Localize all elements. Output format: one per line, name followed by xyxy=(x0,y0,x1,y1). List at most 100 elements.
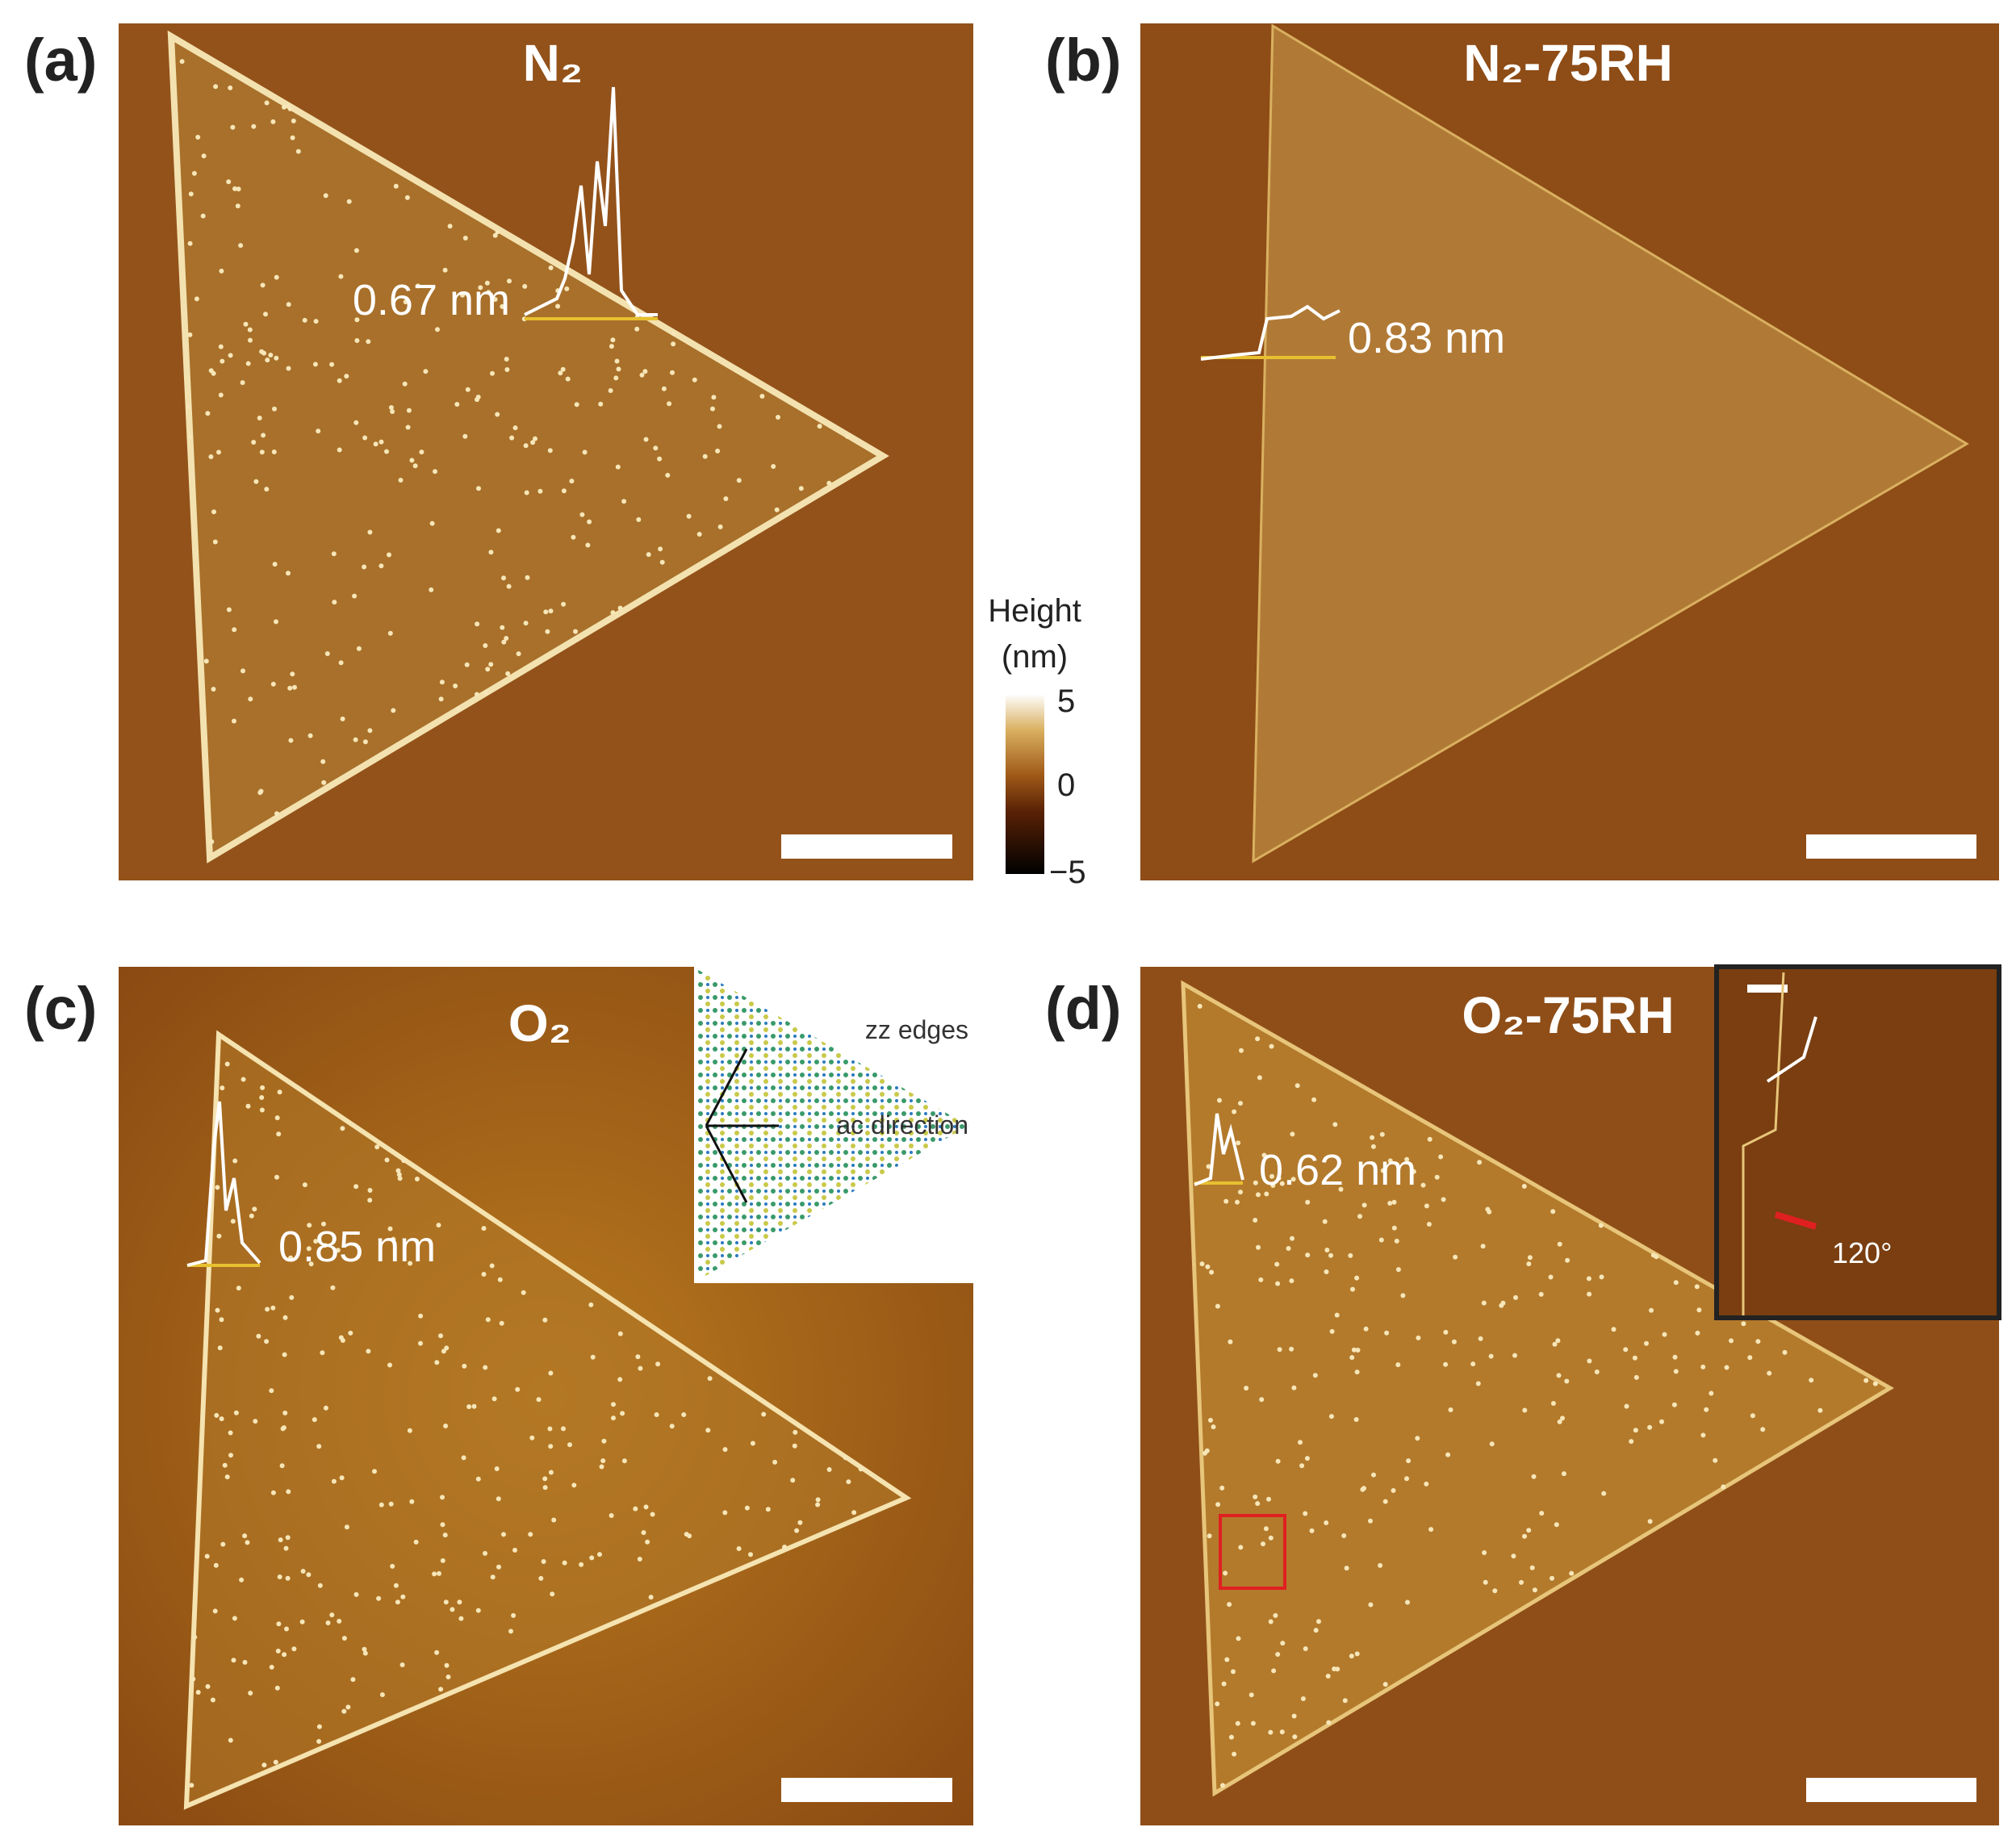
flake xyxy=(1252,23,1969,863)
particle xyxy=(722,1510,728,1516)
particle xyxy=(228,353,233,358)
particle xyxy=(1300,1696,1306,1701)
particle xyxy=(282,1652,287,1658)
flake xyxy=(183,1030,912,1810)
particle xyxy=(475,397,479,403)
particle xyxy=(1755,1339,1761,1344)
particle xyxy=(571,534,576,540)
particle xyxy=(1550,1401,1556,1406)
particle xyxy=(1526,1528,1532,1533)
particle xyxy=(1633,1428,1638,1433)
particle xyxy=(1624,1403,1629,1409)
particle xyxy=(233,1410,239,1415)
particle xyxy=(1565,1257,1571,1263)
particle xyxy=(601,1438,607,1444)
particle xyxy=(639,372,645,378)
particle xyxy=(1313,1628,1319,1633)
particle xyxy=(445,1675,451,1679)
particle xyxy=(1263,1526,1269,1532)
particle xyxy=(614,358,620,364)
particle xyxy=(1598,1223,1604,1228)
particle xyxy=(1271,1668,1277,1674)
particle xyxy=(331,1478,337,1484)
particle xyxy=(1199,1261,1205,1267)
particle xyxy=(1532,1587,1537,1593)
particle xyxy=(248,696,253,702)
particle xyxy=(1659,1419,1664,1424)
particle xyxy=(447,224,453,229)
particle xyxy=(1415,1436,1420,1441)
particle xyxy=(418,1340,423,1346)
particle xyxy=(538,1575,544,1581)
particle xyxy=(774,507,780,512)
particle xyxy=(748,1552,753,1558)
particle xyxy=(564,286,570,291)
particle xyxy=(1557,1419,1562,1424)
particle xyxy=(1644,1340,1649,1346)
colorbar-unit: (nm) xyxy=(1002,639,1068,675)
particle xyxy=(1382,1682,1388,1687)
particle xyxy=(390,409,395,414)
highlight-box xyxy=(1219,1514,1286,1590)
particle xyxy=(658,546,663,552)
particle xyxy=(187,332,193,337)
particle xyxy=(242,1533,248,1539)
particle xyxy=(291,1646,297,1652)
particle xyxy=(443,1599,449,1605)
particle xyxy=(249,1213,254,1219)
particle xyxy=(1623,1347,1629,1353)
particle xyxy=(224,1061,230,1067)
particle xyxy=(396,1172,402,1177)
particle xyxy=(1305,1199,1311,1205)
particle xyxy=(353,737,358,742)
particle xyxy=(495,229,500,235)
particle xyxy=(524,490,529,495)
particle xyxy=(277,1574,282,1579)
particle xyxy=(497,1277,503,1282)
particle xyxy=(1253,1180,1258,1185)
particle xyxy=(1197,1003,1202,1009)
particle xyxy=(1355,1348,1361,1353)
particle xyxy=(257,790,263,796)
particle xyxy=(302,1182,307,1188)
particle xyxy=(669,1424,675,1429)
particle xyxy=(1290,1236,1295,1241)
particle xyxy=(613,375,619,381)
branch xyxy=(1766,1016,1817,1083)
particle xyxy=(1316,1619,1321,1624)
particle xyxy=(362,1650,368,1656)
particle xyxy=(216,1233,222,1239)
particle xyxy=(547,448,553,454)
particle xyxy=(274,1115,280,1121)
particle xyxy=(621,499,627,504)
particle xyxy=(1700,1432,1706,1438)
particle xyxy=(189,1783,194,1788)
particle xyxy=(1275,1281,1281,1286)
particle xyxy=(1741,1321,1746,1327)
particle xyxy=(1289,1346,1295,1352)
particle xyxy=(561,1426,566,1432)
particle xyxy=(750,1440,755,1446)
particle xyxy=(218,344,224,349)
particle xyxy=(525,575,530,580)
particle xyxy=(316,1738,322,1744)
particle xyxy=(367,529,373,535)
particle xyxy=(353,248,359,253)
particle xyxy=(1632,1355,1637,1361)
particle xyxy=(1332,1666,1337,1671)
particle xyxy=(494,1466,500,1471)
particle xyxy=(1673,1369,1679,1374)
particle xyxy=(412,463,418,469)
particle xyxy=(1526,1261,1532,1267)
particle xyxy=(1250,1721,1256,1726)
particle xyxy=(1273,1612,1278,1618)
particle xyxy=(245,361,251,366)
particle xyxy=(492,232,498,238)
particle xyxy=(1695,1330,1700,1336)
particle xyxy=(523,621,529,626)
particle xyxy=(286,571,291,576)
particle xyxy=(1266,1496,1271,1502)
particle xyxy=(179,59,185,65)
particle xyxy=(323,193,328,199)
